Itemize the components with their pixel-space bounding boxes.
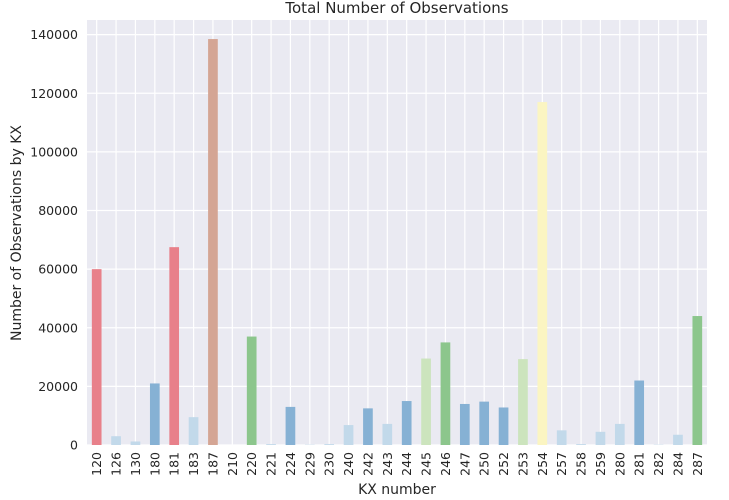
- bar-281: [634, 380, 645, 445]
- y-axis-ticks: 0 20000 40000 60000 80000 100000 120000 140000: [30, 27, 78, 452]
- x-tick-label: 240: [341, 452, 356, 476]
- x-tick-label: 287: [690, 452, 705, 476]
- chart-title: Total Number of Observations: [284, 0, 508, 17]
- bar-120: [91, 269, 102, 445]
- bar-259: [595, 431, 606, 445]
- x-tick-label: 242: [360, 452, 375, 476]
- bar-243: [382, 423, 393, 445]
- y-tick-label: 80000: [38, 203, 78, 218]
- x-tick-label: 229: [302, 452, 317, 476]
- x-tick-label: 180: [147, 452, 162, 476]
- bar-280: [614, 423, 625, 445]
- x-tick-label: 183: [186, 452, 201, 476]
- y-tick-label: 20000: [38, 379, 78, 394]
- x-tick-label: 120: [89, 452, 104, 476]
- bar-287: [692, 316, 703, 445]
- bar-183: [188, 417, 199, 445]
- x-tick-label: 244: [399, 452, 414, 476]
- bar-230: [324, 444, 335, 445]
- x-tick-label: 230: [322, 452, 337, 476]
- bar-254: [537, 102, 548, 445]
- bar-252: [498, 407, 509, 445]
- bar-240: [343, 425, 354, 445]
- bar-220: [246, 336, 257, 445]
- bar-245: [421, 358, 431, 445]
- x-tick-label: 126: [109, 452, 124, 476]
- bar-224: [285, 406, 296, 445]
- bar-257: [556, 430, 567, 445]
- x-tick-label: 181: [167, 452, 182, 476]
- gridlines: [87, 20, 707, 446]
- x-tick-label: 257: [554, 452, 569, 476]
- x-tick-label: 210: [225, 452, 240, 476]
- x-tick-label: 246: [438, 452, 453, 476]
- y-axis-label: Number of Observations by KX: [9, 125, 25, 341]
- y-tick-label: 100000: [30, 144, 78, 159]
- x-tick-label: 253: [515, 452, 530, 476]
- bar-130: [130, 441, 141, 445]
- y-tick-label: 140000: [30, 27, 78, 42]
- bar-221: [266, 444, 276, 445]
- bar-242: [363, 408, 373, 445]
- x-tick-label: 281: [632, 452, 647, 476]
- bar-247: [459, 403, 470, 445]
- bar-250: [479, 401, 490, 445]
- x-tick-label: 221: [264, 452, 279, 476]
- x-tick-label: 254: [535, 452, 550, 476]
- x-tick-label: 280: [612, 452, 627, 476]
- x-tick-label: 259: [593, 452, 608, 476]
- bar-126: [111, 436, 121, 445]
- x-tick-label: 130: [128, 452, 143, 476]
- y-tick-label: 120000: [30, 86, 78, 101]
- bar-246: [440, 342, 451, 445]
- bars: [91, 39, 703, 445]
- y-tick-label: 40000: [38, 320, 78, 335]
- x-tick-label: 187: [205, 452, 220, 476]
- x-tick-label: 224: [283, 452, 298, 476]
- x-tick-label: 247: [457, 452, 472, 476]
- bar-284: [673, 434, 683, 445]
- x-tick-label: 282: [651, 452, 666, 476]
- x-tick-label: 220: [244, 452, 259, 476]
- y-tick-label: 0: [70, 438, 78, 453]
- bar-187: [208, 39, 218, 445]
- y-tick-label: 60000: [38, 262, 78, 277]
- x-tick-label: 258: [574, 452, 589, 476]
- bar-258: [576, 444, 586, 445]
- bar-181: [169, 247, 180, 445]
- bar-253: [518, 359, 528, 445]
- bar-180: [149, 383, 160, 445]
- x-axis-label: KX number: [358, 482, 436, 498]
- x-tick-label: 284: [670, 452, 685, 476]
- x-tick-label: 243: [380, 452, 395, 476]
- plot-area: [87, 20, 707, 445]
- x-tick-label: 252: [496, 452, 511, 476]
- x-tick-label: 245: [419, 452, 434, 476]
- bar-244: [401, 401, 412, 445]
- x-tick-label: 250: [477, 452, 492, 476]
- x-axis-ticks: 120 126 130 180 181 183 187 210 220 221 224 229 230 2…: [89, 452, 705, 476]
